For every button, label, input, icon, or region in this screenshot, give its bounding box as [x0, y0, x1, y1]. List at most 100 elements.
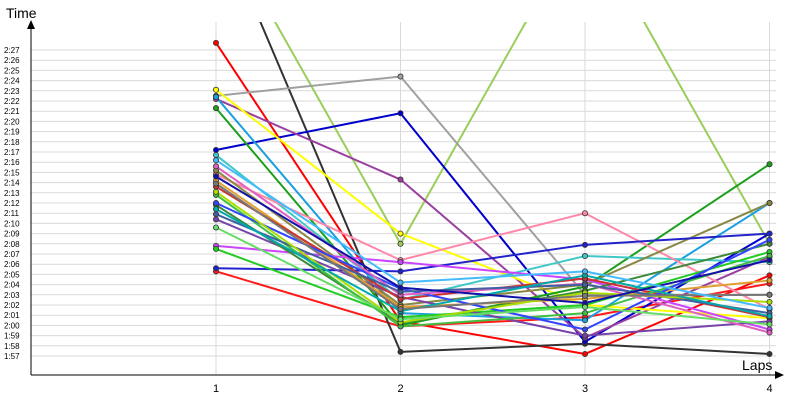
- data-point: [766, 272, 773, 279]
- data-point: [582, 304, 589, 311]
- data-point: [766, 321, 773, 328]
- y-tick-label: 2:27: [4, 46, 20, 55]
- data-point: [212, 265, 219, 272]
- data-point: [766, 298, 773, 305]
- x-axis-title: Laps: [742, 357, 772, 373]
- series-line: [215, 226, 770, 326]
- data-point: [766, 230, 773, 237]
- y-tick-label: 2:24: [4, 77, 20, 86]
- y-tick-label: 2:20: [4, 117, 20, 126]
- data-point: [582, 210, 589, 217]
- y-tick-label: 2:22: [4, 97, 20, 106]
- data-point: [397, 73, 404, 80]
- y-tick-label: 2:21: [4, 107, 20, 116]
- data-point: [212, 152, 219, 159]
- y-tick-label: 2:03: [4, 291, 20, 300]
- series-line: [215, 182, 770, 311]
- x-tick-label: 2: [397, 383, 403, 395]
- axes: Time Laps: [6, 5, 784, 379]
- data-point: [212, 105, 219, 112]
- data-point: [397, 259, 404, 266]
- data-point: [766, 199, 773, 206]
- y-tick-label: 2:23: [4, 87, 20, 96]
- y-tick-label: 2:06: [4, 260, 20, 269]
- series-line: [273, 22, 771, 245]
- data-point: [397, 306, 404, 313]
- y-tick-label: 2:12: [4, 199, 20, 208]
- y-axis-title: Time: [6, 5, 37, 21]
- data-point: [766, 305, 773, 312]
- series-line: [215, 247, 770, 319]
- y-axis-arrow: [27, 20, 35, 29]
- series-line: [215, 173, 770, 310]
- series-line: [215, 213, 770, 315]
- series-line: [215, 270, 770, 328]
- data-point: [212, 39, 219, 46]
- series-line: [215, 88, 770, 320]
- x-axis-arrow: [775, 371, 784, 379]
- y-tick-label: 1:58: [4, 342, 20, 351]
- y-tick-label: 2:08: [4, 240, 20, 249]
- y-tick-label: 2:26: [4, 56, 20, 65]
- data-point: [582, 268, 589, 275]
- data-point: [766, 329, 773, 336]
- y-tick-label: 2:01: [4, 311, 20, 320]
- data-point: [582, 292, 589, 299]
- data-point: [397, 240, 404, 247]
- series-lines: [215, 22, 771, 355]
- data-point: [766, 313, 773, 320]
- data-point: [397, 316, 404, 323]
- y-tick-label: 1:57: [4, 352, 20, 361]
- y-tick-label: 2:04: [4, 281, 20, 290]
- y-tick-label: 2:05: [4, 270, 20, 279]
- data-point: [582, 350, 589, 357]
- data-point: [766, 257, 773, 264]
- data-point: [212, 180, 219, 187]
- data-point: [212, 206, 219, 213]
- series-line: [215, 159, 770, 310]
- series-line: [215, 96, 771, 322]
- y-tick-label: 2:02: [4, 301, 20, 310]
- y-tick-label: 2:11: [4, 209, 20, 218]
- x-tick-labels: 1 2 3 4: [213, 383, 773, 395]
- data-point: [212, 199, 219, 206]
- series-line: [215, 165, 770, 334]
- y-tick-label: 2:18: [4, 138, 20, 147]
- data-point: [212, 188, 219, 195]
- y-tick-label: 2:25: [4, 66, 20, 75]
- y-tick-labels: 1:571:581:59 2:002:012:022:032:04 2:052:06…: [4, 46, 20, 361]
- data-point: [397, 176, 404, 183]
- data-point: [397, 348, 404, 355]
- series-line: [215, 42, 770, 355]
- data-point: [212, 245, 219, 252]
- data-point: [212, 216, 219, 223]
- data-point: [212, 173, 219, 180]
- series-line: [215, 75, 770, 296]
- data-point: [582, 281, 589, 288]
- data-point: [397, 110, 404, 117]
- data-point: [582, 253, 589, 260]
- y-tick-label: 2:13: [4, 189, 20, 198]
- data-point: [212, 157, 219, 164]
- series-line: [215, 232, 770, 273]
- series-line: [215, 112, 771, 343]
- series-line: [259, 22, 770, 355]
- data-point: [212, 86, 219, 93]
- y-tick-label: 2:00: [4, 321, 20, 330]
- data-point: [212, 163, 219, 170]
- y-tick-label: 2:10: [4, 219, 20, 228]
- series-line: [215, 190, 770, 324]
- data-point: [766, 161, 773, 168]
- y-tick-label: 2:07: [4, 250, 20, 259]
- data-point: [766, 350, 773, 357]
- y-tick-label: 2:09: [4, 230, 20, 239]
- y-tick-label: 2:17: [4, 148, 20, 157]
- y-tick-label: 1:59: [4, 332, 20, 341]
- data-point: [582, 317, 589, 324]
- y-tick-label: 2:19: [4, 128, 20, 137]
- data-point: [582, 241, 589, 248]
- data-point: [212, 146, 219, 153]
- x-tick-label: 3: [582, 383, 588, 395]
- data-point: [212, 211, 219, 218]
